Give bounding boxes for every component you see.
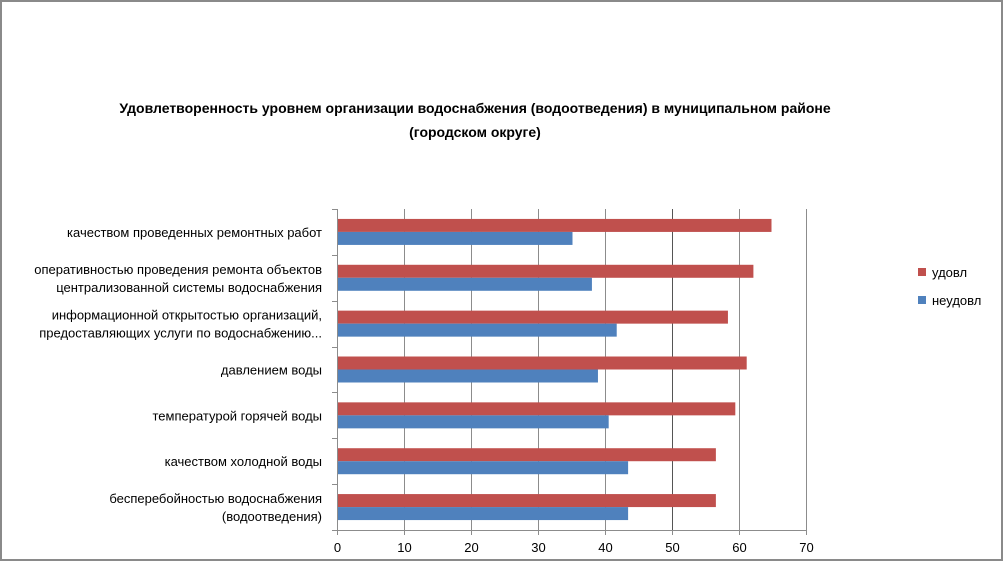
category-label-1-0: оперативностью проведения ремонта объект… [34,262,322,277]
bar-unsatisfied-4 [338,415,609,429]
x-tick-label-30: 30 [531,540,545,555]
category-label-0-0: качеством проведенных ремонтных работ [67,225,322,240]
category-label-2-1: предоставляющих услуги по водоснабжению.… [39,326,322,341]
category-label-5-0: качеством холодной воды [165,454,322,469]
chart-title: Удовлетворенность уровнем организации во… [0,96,950,144]
legend-swatch-satisfied [918,268,926,276]
legend-swatch-unsatisfied [918,296,926,304]
x-tick-label-20: 20 [464,540,478,555]
x-tick-label-40: 40 [598,540,612,555]
category-label-2-0: информационной открытостью организаций, [52,308,322,323]
chart-title-line-2: (городском округе) [409,124,541,140]
category-label-3-0: давлением воды [221,363,322,378]
category-label-6-1: (водоотведения) [222,509,322,524]
bar-unsatisfied-1 [338,277,592,291]
bar-satisfied-5 [338,448,716,462]
category-label-6-0: бесперебойностью водоснабжения [109,491,322,506]
category-label-4-0: температурой горячей воды [152,408,322,423]
bar-satisfied-0 [338,218,772,232]
bar-unsatisfied-2 [338,323,617,337]
bar-satisfied-1 [338,264,754,278]
legend: удовл неудовл [918,258,981,314]
x-tick-label-50: 50 [665,540,679,555]
legend-label-unsatisfied: неудовл [932,292,982,308]
bar-satisfied-3 [338,356,747,370]
bar-satisfied-6 [338,494,716,508]
legend-label-satisfied: удовл [932,264,968,280]
bar-unsatisfied-0 [338,231,573,245]
category-label-1-1: централизованной системы водоснабжения [56,280,322,295]
legend-item-unsatisfied: неудовл [918,286,981,314]
bar-satisfied-2 [338,310,728,324]
bar-satisfied-4 [338,402,736,416]
bar-unsatisfied-3 [338,369,598,383]
bar-unsatisfied-5 [338,461,629,475]
chart-title-line-1: Удовлетворенность уровнем организации во… [119,100,831,116]
legend-item-satisfied: удовл [918,258,981,286]
x-tick-label-10: 10 [397,540,411,555]
x-tick-label-70: 70 [799,540,813,555]
x-tick-label-60: 60 [732,540,746,555]
x-tick-label-0: 0 [334,540,341,555]
bar-unsatisfied-6 [338,507,629,521]
